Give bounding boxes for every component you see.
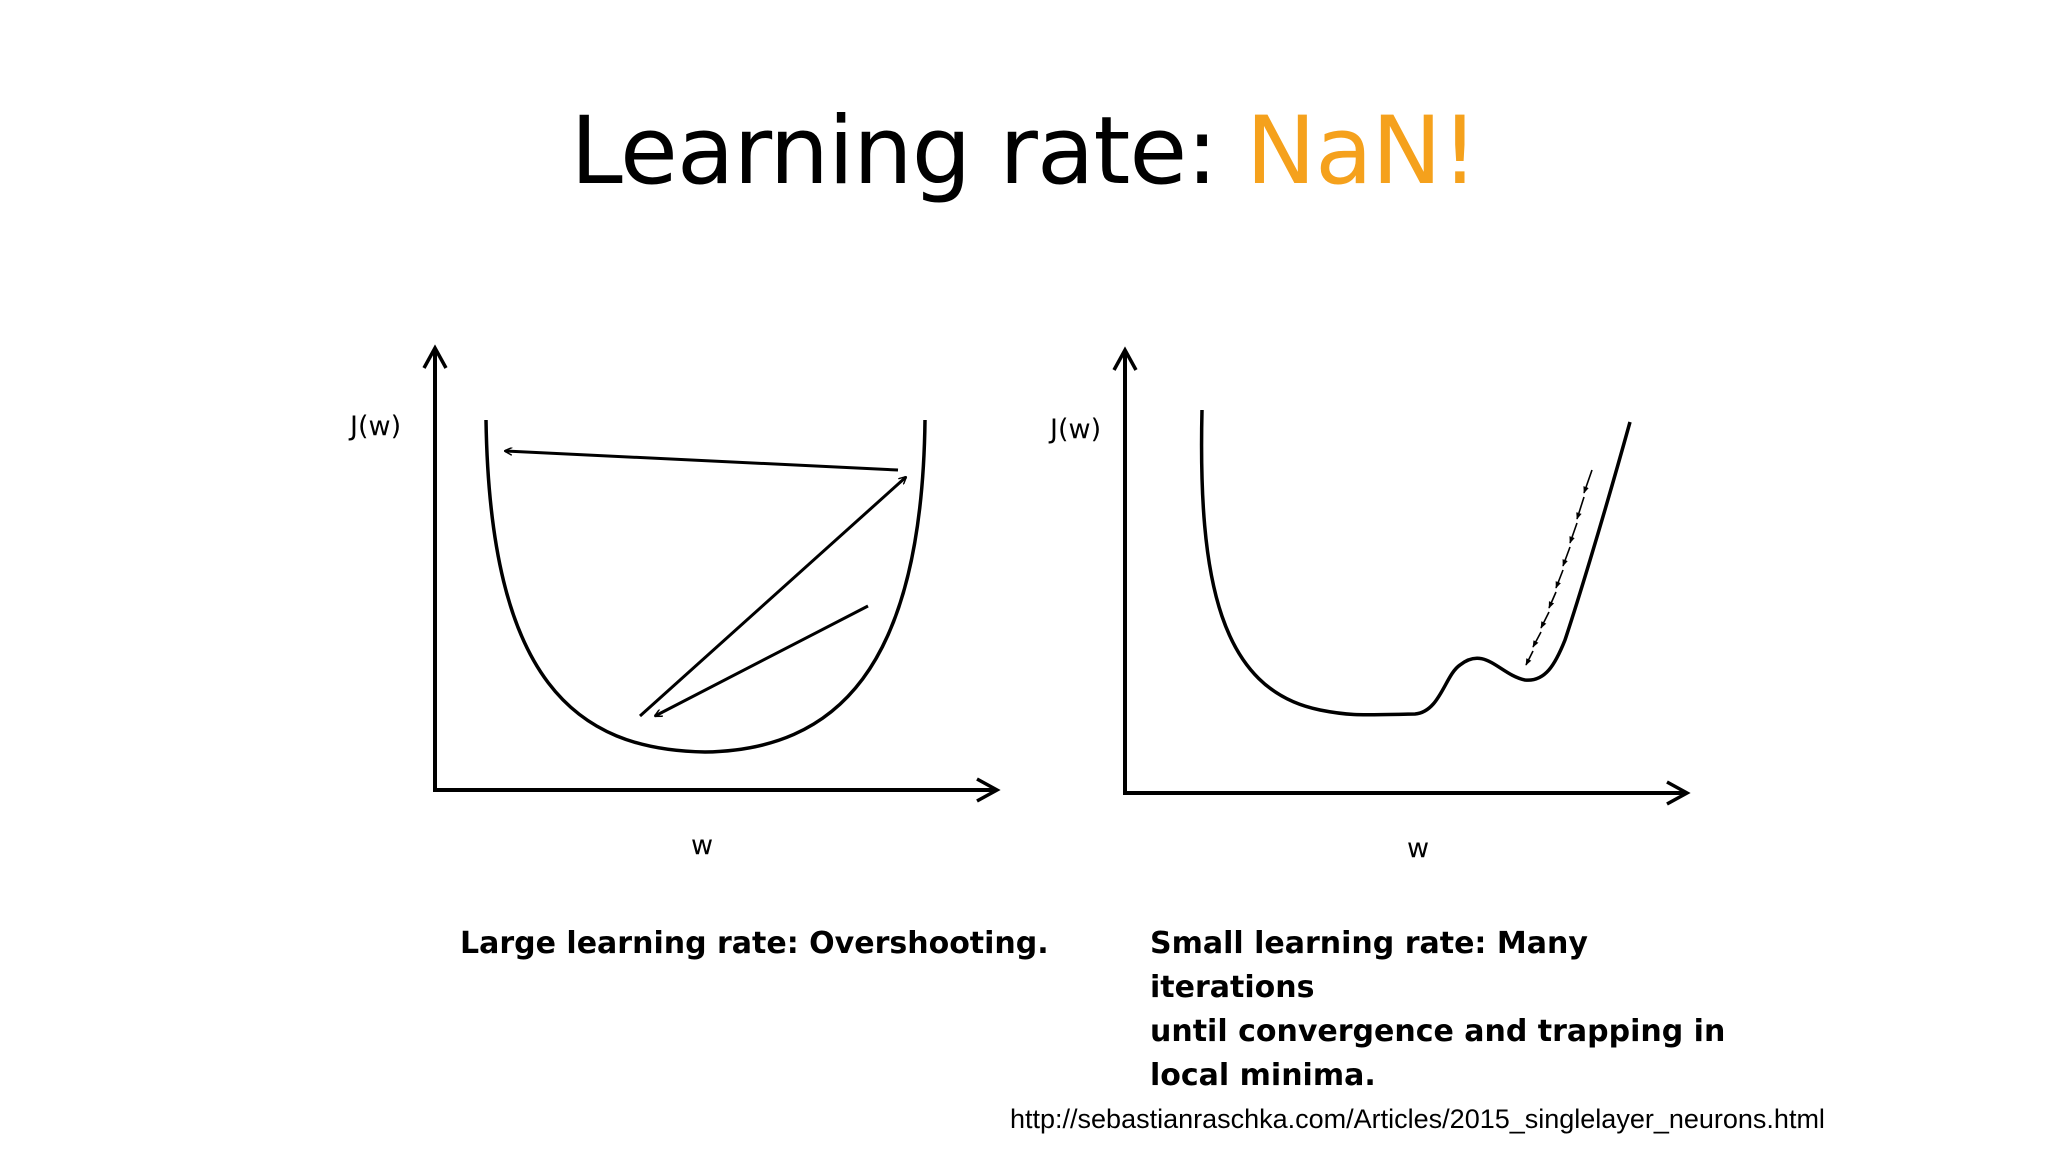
caption-line: Small learning rate: Many iterations: [1150, 926, 1588, 1005]
cost-curve: [1199, 409, 1632, 717]
step-arrow-4: [1562, 546, 1571, 567]
large-learning-rate-diagram: J(w) w: [348, 344, 1001, 861]
caption-line: until convergence and trapping in: [1150, 1014, 1726, 1049]
axes: [1112, 346, 1691, 806]
step-arrow-8: [1532, 631, 1542, 648]
step-arrow-6: [1548, 591, 1557, 609]
step-arrow-2: [1576, 496, 1585, 520]
x-axis-arrow-icon: [1666, 780, 1691, 806]
cost-curve: [484, 419, 927, 754]
y-axis-arrow-icon: [1112, 346, 1138, 371]
y-axis-label: J(w): [348, 411, 401, 442]
step-arrow-1: [1583, 469, 1593, 494]
gradient-steps: [505, 451, 906, 718]
slide-title: Learning rate: NaN!: [0, 105, 2048, 199]
step-arrow-3: [505, 451, 899, 472]
gradient-steps: [1525, 469, 1593, 666]
small-learning-rate-caption: Small learning rate: Many iterations unt…: [1150, 922, 1750, 1098]
title-highlight: NaN!: [1245, 97, 1479, 206]
step-arrow-2: [638, 477, 906, 718]
y-axis-label: J(w): [1048, 414, 1101, 445]
step-arrow-9: [1525, 650, 1534, 666]
step-arrow-1: [655, 604, 869, 718]
step-arrow-7: [1540, 611, 1550, 629]
axes: [422, 344, 1001, 803]
y-axis-arrow-icon: [422, 344, 448, 369]
x-axis-label: w: [691, 830, 713, 861]
small-learning-rate-diagram: J(w) w: [1048, 346, 1691, 864]
large-learning-rate-caption: Large learning rate: Overshooting.: [460, 926, 1049, 961]
title-prefix: Learning rate:: [570, 97, 1246, 206]
caption-line: local minima.: [1150, 1058, 1376, 1093]
x-axis-label: w: [1407, 833, 1429, 864]
step-arrow-5: [1555, 569, 1564, 589]
step-arrow-3: [1569, 522, 1578, 544]
source-url: http://sebastianraschka.com/Articles/201…: [1010, 1104, 1825, 1134]
x-axis-arrow-icon: [976, 777, 1001, 803]
